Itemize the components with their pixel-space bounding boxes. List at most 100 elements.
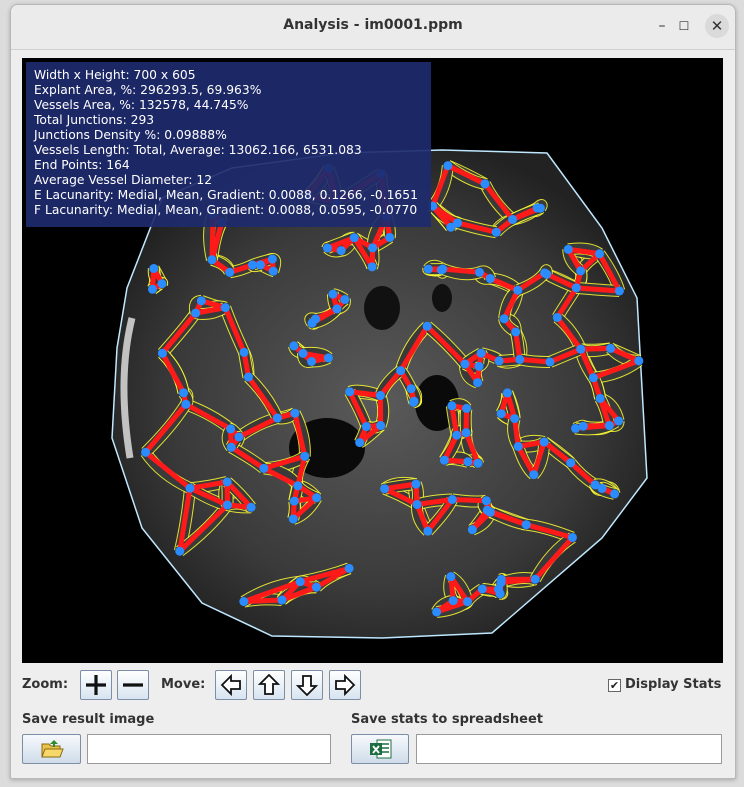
vessel-segment bbox=[515, 270, 548, 293]
junction-point bbox=[462, 597, 472, 607]
vessel-segment bbox=[177, 485, 193, 554]
zoom-in-button[interactable] bbox=[80, 670, 112, 700]
junction-point bbox=[149, 263, 159, 273]
junction-point bbox=[502, 388, 512, 398]
junction-point bbox=[535, 203, 545, 213]
junction-point bbox=[576, 266, 586, 276]
move-down-button[interactable] bbox=[291, 670, 323, 700]
junction-point bbox=[255, 260, 265, 270]
move-right-button[interactable] bbox=[329, 670, 361, 700]
analysis-window: Analysis - im0001.ppm – ☐ ✕ Width x He bbox=[10, 4, 736, 779]
junction-point bbox=[597, 483, 607, 493]
junction-point bbox=[246, 502, 256, 512]
junction-point bbox=[367, 262, 377, 272]
vessel-segment bbox=[487, 276, 521, 293]
junction-point bbox=[448, 596, 458, 606]
vessel-segment bbox=[183, 401, 234, 432]
junction-point bbox=[323, 353, 333, 363]
vessel-segment bbox=[241, 579, 303, 605]
junction-point bbox=[272, 413, 282, 423]
vessel-segment bbox=[377, 368, 404, 399]
arrow-up-icon bbox=[257, 673, 281, 695]
junction-point bbox=[409, 396, 419, 406]
junction-point bbox=[222, 500, 232, 510]
junction-point bbox=[332, 304, 342, 314]
junction-point bbox=[563, 244, 573, 254]
minimize-button[interactable]: – bbox=[658, 18, 666, 34]
junction-point bbox=[300, 451, 310, 461]
junction-point bbox=[157, 348, 167, 358]
vessel-segment bbox=[448, 574, 470, 605]
vessel-segment bbox=[517, 356, 553, 365]
junction-point bbox=[307, 356, 317, 366]
save-stats-path-field[interactable] bbox=[416, 734, 722, 764]
zoom-out-button[interactable] bbox=[117, 670, 149, 700]
junction-point bbox=[545, 357, 555, 367]
junction-point bbox=[473, 378, 483, 388]
junction-point bbox=[515, 354, 525, 364]
vessel-segment bbox=[324, 235, 357, 251]
move-up-button[interactable] bbox=[253, 670, 285, 700]
vessel-segment bbox=[449, 497, 489, 504]
junction-point bbox=[510, 414, 520, 424]
junction-point bbox=[463, 457, 473, 467]
junction-point bbox=[385, 232, 395, 242]
save-stats-button[interactable] bbox=[351, 734, 409, 764]
vessel-segment bbox=[279, 584, 319, 603]
maximize-button[interactable]: ☐ bbox=[678, 19, 690, 33]
junction-point bbox=[322, 243, 332, 253]
junction-point bbox=[349, 233, 359, 243]
junction-point bbox=[396, 366, 406, 376]
result-image-canvas[interactable]: Width x Height: 700 x 605 Explant Area, … bbox=[22, 58, 723, 663]
stat-vessels-area: Vessels Area, %: 132578, 44.745% bbox=[34, 98, 249, 112]
window-title: Analysis - im0001.ppm bbox=[283, 17, 463, 33]
vessel-segment bbox=[292, 410, 308, 459]
title-bar[interactable]: Analysis - im0001.ppm – ☐ ✕ bbox=[11, 5, 735, 50]
vessel-segment bbox=[347, 389, 383, 399]
junction-point bbox=[481, 496, 491, 506]
save-image-button[interactable] bbox=[22, 734, 81, 764]
display-stats-checkbox[interactable]: ✔ bbox=[608, 679, 621, 692]
junction-point bbox=[485, 274, 495, 284]
vessel-segment bbox=[245, 374, 280, 421]
junction-point bbox=[438, 264, 448, 274]
junction-point bbox=[181, 399, 191, 409]
move-left-button[interactable] bbox=[215, 670, 247, 700]
junction-point bbox=[566, 458, 576, 468]
junction-point bbox=[226, 424, 236, 434]
vessel-segment bbox=[295, 453, 308, 489]
vessel-segment bbox=[544, 271, 579, 291]
junction-point bbox=[234, 432, 244, 442]
close-button[interactable]: ✕ bbox=[705, 14, 729, 38]
junction-point bbox=[406, 384, 416, 394]
display-stats-label[interactable]: Display Stats bbox=[625, 677, 722, 692]
vessel-segment bbox=[398, 323, 430, 374]
vessel-segment bbox=[541, 439, 574, 466]
junction-point bbox=[614, 286, 624, 296]
junction-point bbox=[295, 577, 305, 587]
junction-point bbox=[432, 607, 442, 617]
junction-point bbox=[247, 260, 257, 270]
junction-point bbox=[312, 493, 322, 503]
junction-point bbox=[540, 268, 550, 278]
junction-point bbox=[499, 314, 509, 324]
excel-icon bbox=[370, 739, 392, 759]
junction-point bbox=[368, 243, 378, 253]
vessel-segment bbox=[177, 502, 230, 554]
zoom-label: Zoom: bbox=[22, 677, 69, 692]
vessel-segment bbox=[547, 346, 584, 365]
vessel-segment bbox=[430, 203, 461, 226]
save-image-path-field[interactable] bbox=[87, 734, 331, 764]
vessel-segment bbox=[222, 305, 247, 355]
junction-point bbox=[494, 356, 504, 366]
vessel-segment bbox=[578, 346, 596, 381]
vessel-segment bbox=[608, 345, 642, 364]
vessel-segment bbox=[290, 495, 320, 522]
vessel-segment bbox=[597, 395, 612, 429]
stat-e-lacunarity: E Lacunarity: Medial, Mean, Gradient: 0.… bbox=[34, 188, 418, 202]
junction-point bbox=[571, 283, 581, 293]
junction-point bbox=[491, 227, 501, 237]
junction-point bbox=[290, 408, 300, 418]
vessel-segment bbox=[449, 403, 460, 438]
vessel-segment bbox=[143, 449, 193, 491]
